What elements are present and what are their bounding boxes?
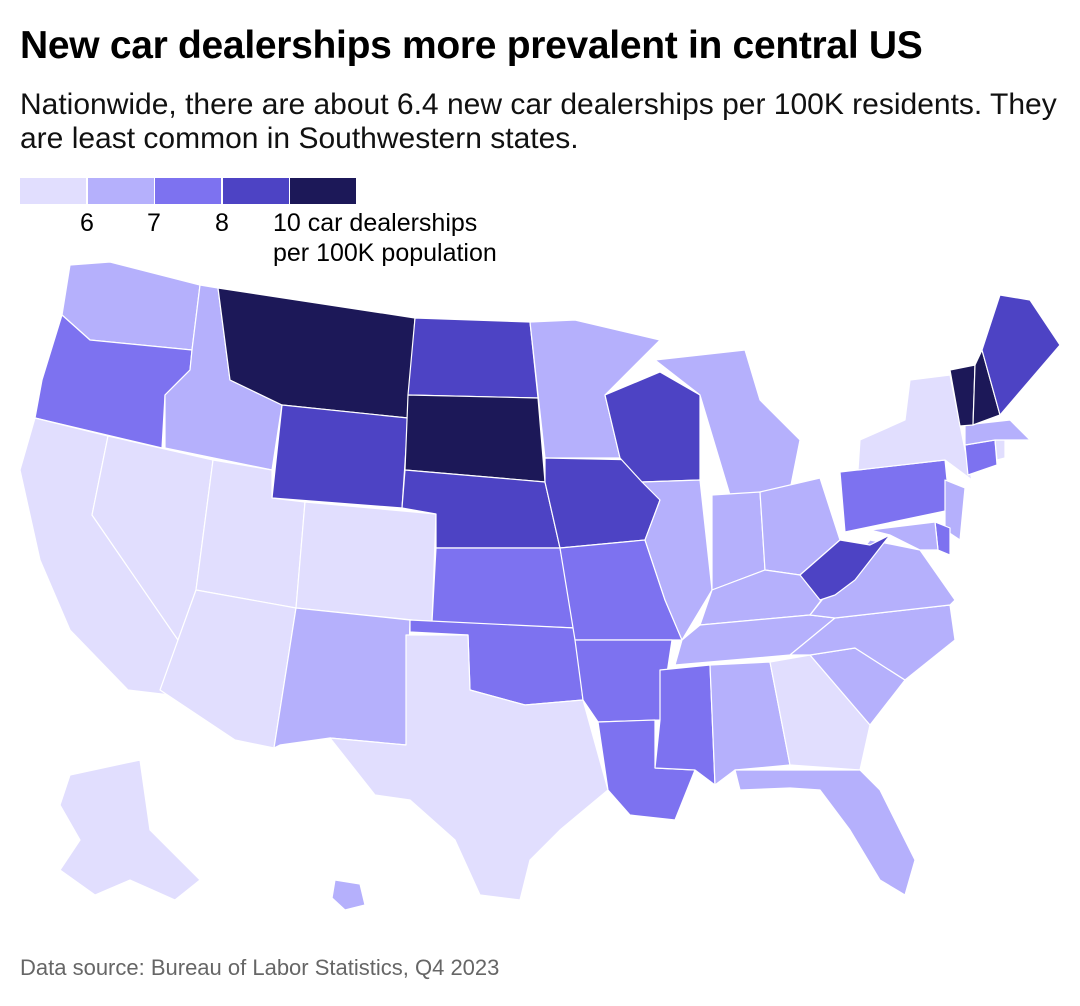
state-ma[interactable]	[964, 419, 1031, 446]
legend-swatch-bin-3	[155, 178, 221, 204]
state-il[interactable]	[641, 479, 713, 641]
us-states-map	[19, 261, 1061, 911]
legend-swatch-bin-4	[223, 178, 289, 204]
state-ri[interactable]	[994, 439, 1006, 461]
state-fl[interactable]	[734, 769, 916, 896]
legend-swatch-bin-1	[20, 178, 86, 204]
state-nd[interactable]	[407, 317, 539, 399]
chart-subtitle: Nationwide, there are about 6.4 new car …	[20, 88, 1057, 155]
data-source: Data source: Bureau of Labor Statistics,…	[20, 955, 500, 980]
state-ga[interactable]	[769, 654, 871, 771]
state-la[interactable]	[597, 719, 696, 821]
state-ct[interactable]	[964, 439, 998, 476]
state-ar[interactable]	[574, 639, 673, 723]
state-wy[interactable]	[271, 404, 409, 509]
state-wv[interactable]	[799, 534, 891, 601]
state-me[interactable]	[981, 294, 1061, 416]
state-sd[interactable]	[404, 394, 546, 483]
state-va[interactable]	[809, 539, 956, 619]
state-hi[interactable]	[331, 879, 366, 911]
legend-swatch-bin-5	[290, 178, 356, 204]
legend-swatch-bin-2	[88, 178, 154, 204]
legend-tick-7: 7	[147, 209, 161, 237]
state-pa[interactable]	[839, 459, 951, 533]
state-mi[interactable]	[654, 349, 801, 496]
state-ks[interactable]	[431, 547, 576, 629]
state-al[interactable]	[709, 661, 791, 786]
color-legend: 6 7 8 10 car dealerships per 100K popula…	[20, 176, 580, 276]
chart-title: New car dealerships more prevalent in ce…	[20, 24, 923, 67]
legend-tick-10: 10 car dealerships	[273, 209, 478, 237]
state-md[interactable]	[869, 521, 939, 551]
state-nm[interactable]	[273, 607, 411, 749]
legend-unit-label: per 100K population	[273, 239, 497, 267]
state-co[interactable]	[295, 501, 437, 623]
state-tx[interactable]	[329, 634, 609, 901]
state-nj[interactable]	[944, 479, 966, 541]
legend-tick-6: 6	[80, 209, 94, 237]
state-ms[interactable]	[654, 664, 716, 786]
state-ak[interactable]	[59, 759, 201, 901]
legend-tick-8: 8	[215, 209, 229, 237]
